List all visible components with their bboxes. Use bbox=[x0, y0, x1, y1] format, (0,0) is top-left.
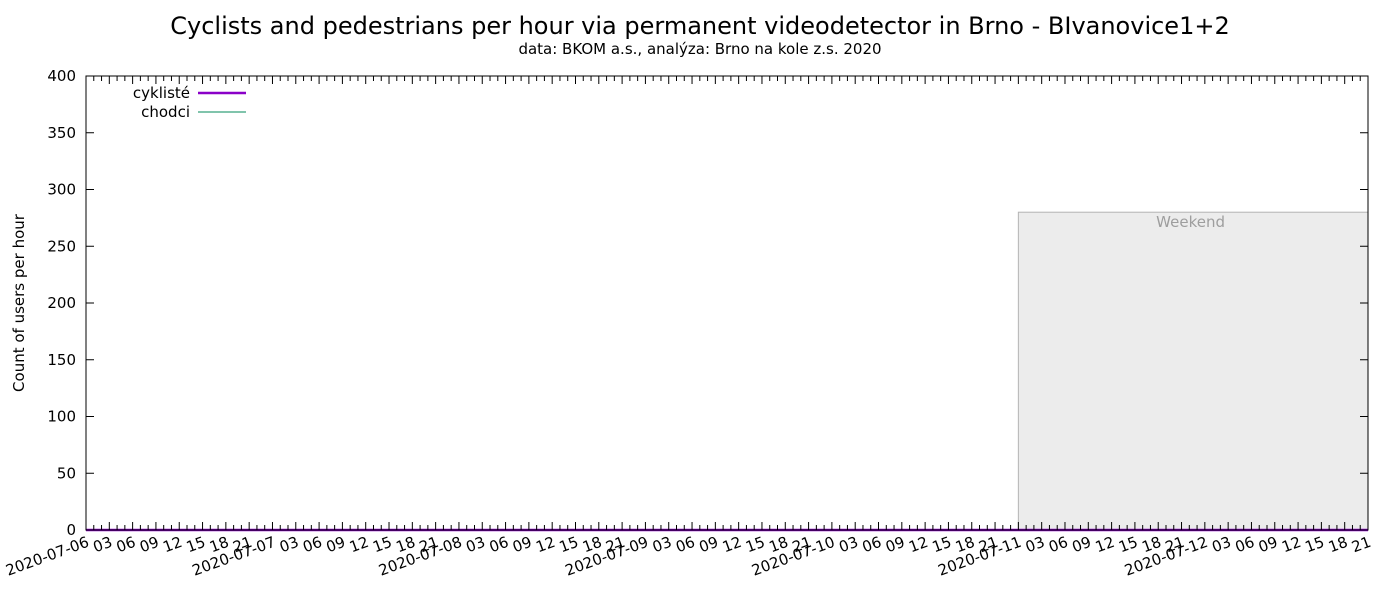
x-tick-label: 18 bbox=[1139, 533, 1163, 556]
x-tick-label: 12 bbox=[161, 533, 185, 556]
y-tick-label: 400 bbox=[47, 67, 76, 85]
y-tick-label: 150 bbox=[47, 351, 76, 369]
x-tick-label: 06 bbox=[1233, 533, 1257, 556]
x-tick-label: 06 bbox=[300, 533, 324, 556]
x-tick-label: 06 bbox=[487, 533, 511, 556]
x-tick-label: 03 bbox=[650, 533, 674, 556]
x-tick-label: 18 bbox=[953, 533, 977, 556]
y-tick-label: 200 bbox=[47, 294, 76, 312]
y-tick-label: 350 bbox=[47, 124, 76, 142]
x-tick-label: 15 bbox=[1303, 533, 1327, 556]
x-tick-label: 03 bbox=[1023, 533, 1047, 556]
x-tick-label: 12 bbox=[1093, 533, 1117, 556]
x-tick-label: 06 bbox=[860, 533, 884, 556]
x-tick-label: 12 bbox=[1279, 533, 1303, 556]
x-tick-label: 09 bbox=[510, 533, 534, 556]
x-tick-label: 15 bbox=[370, 533, 394, 556]
weekend-band-rect bbox=[1017, 211, 1369, 531]
x-tick-label: 09 bbox=[883, 533, 907, 556]
x-tick-label: 03 bbox=[1209, 533, 1233, 556]
x-tick-label: 12 bbox=[906, 533, 930, 556]
x-tick-label: 18 bbox=[394, 533, 418, 556]
x-tick-label: 18 bbox=[1326, 533, 1350, 556]
x-tick-label: 21 bbox=[1163, 533, 1187, 556]
x-tick-label: 12 bbox=[347, 533, 371, 556]
legend-samples bbox=[198, 91, 246, 113]
x-tick-label: 12 bbox=[533, 533, 557, 556]
x-tick-label: 03 bbox=[277, 533, 301, 556]
x-tick-label: 03 bbox=[91, 533, 115, 556]
legend-label-cyclists: cyklisté bbox=[132, 84, 190, 102]
x-tick-label: 18 bbox=[767, 533, 791, 556]
y-tick-label: 50 bbox=[57, 464, 76, 482]
x-tick-label: 06 bbox=[114, 533, 138, 556]
weekend-band bbox=[1017, 211, 1369, 531]
x-tick-label: 21 bbox=[1349, 533, 1373, 556]
y-axis: 0 50 100 150 200 250 300 350 400 bbox=[47, 67, 1368, 539]
y-tick-label: 250 bbox=[47, 237, 76, 255]
x-tick-label: 03 bbox=[464, 533, 488, 556]
chart-title: Cyclists and pedestrians per hour via pe… bbox=[170, 12, 1230, 40]
x-tick-label: 21 bbox=[603, 533, 627, 556]
x-tick-label: 09 bbox=[1070, 533, 1094, 556]
x-tick-label: 06 bbox=[1046, 533, 1070, 556]
y-tick-label: 100 bbox=[47, 408, 76, 426]
chart-subtitle: data: BKOM a.s., analýza: Brno na kole z… bbox=[518, 40, 882, 58]
x-tick-label: 15 bbox=[184, 533, 208, 556]
x-tick-label: 18 bbox=[580, 533, 604, 556]
x-tick-label: 21 bbox=[417, 533, 441, 556]
x-tick-label: 21 bbox=[976, 533, 1000, 556]
x-tick-label: 18 bbox=[207, 533, 231, 556]
y-tick-label: 0 bbox=[66, 521, 76, 539]
x-tick-label: 15 bbox=[1116, 533, 1140, 556]
x-tick-label: 21 bbox=[790, 533, 814, 556]
x-tick-label: 09 bbox=[137, 533, 161, 556]
x-tick-label: 2020-07-06 bbox=[3, 533, 91, 580]
x-tick-label: 15 bbox=[930, 533, 954, 556]
x-tick-label: 09 bbox=[1256, 533, 1280, 556]
x-tick-label: 12 bbox=[720, 533, 744, 556]
legend-label-pedestrians: chodci bbox=[141, 103, 190, 121]
x-tick-label: 09 bbox=[697, 533, 721, 556]
x-tick-label: 09 bbox=[324, 533, 348, 556]
x-tick-label: 21 bbox=[230, 533, 254, 556]
y-tick-label: 300 bbox=[47, 181, 76, 199]
x-tick-label: 15 bbox=[557, 533, 581, 556]
x-tick-label: 06 bbox=[673, 533, 697, 556]
y-axis-label: Count of users per hour bbox=[10, 214, 28, 392]
x-tick-label: 15 bbox=[743, 533, 767, 556]
weekend-annotation-label: Weekend bbox=[1156, 213, 1225, 232]
x-tick-label: 03 bbox=[836, 533, 860, 556]
